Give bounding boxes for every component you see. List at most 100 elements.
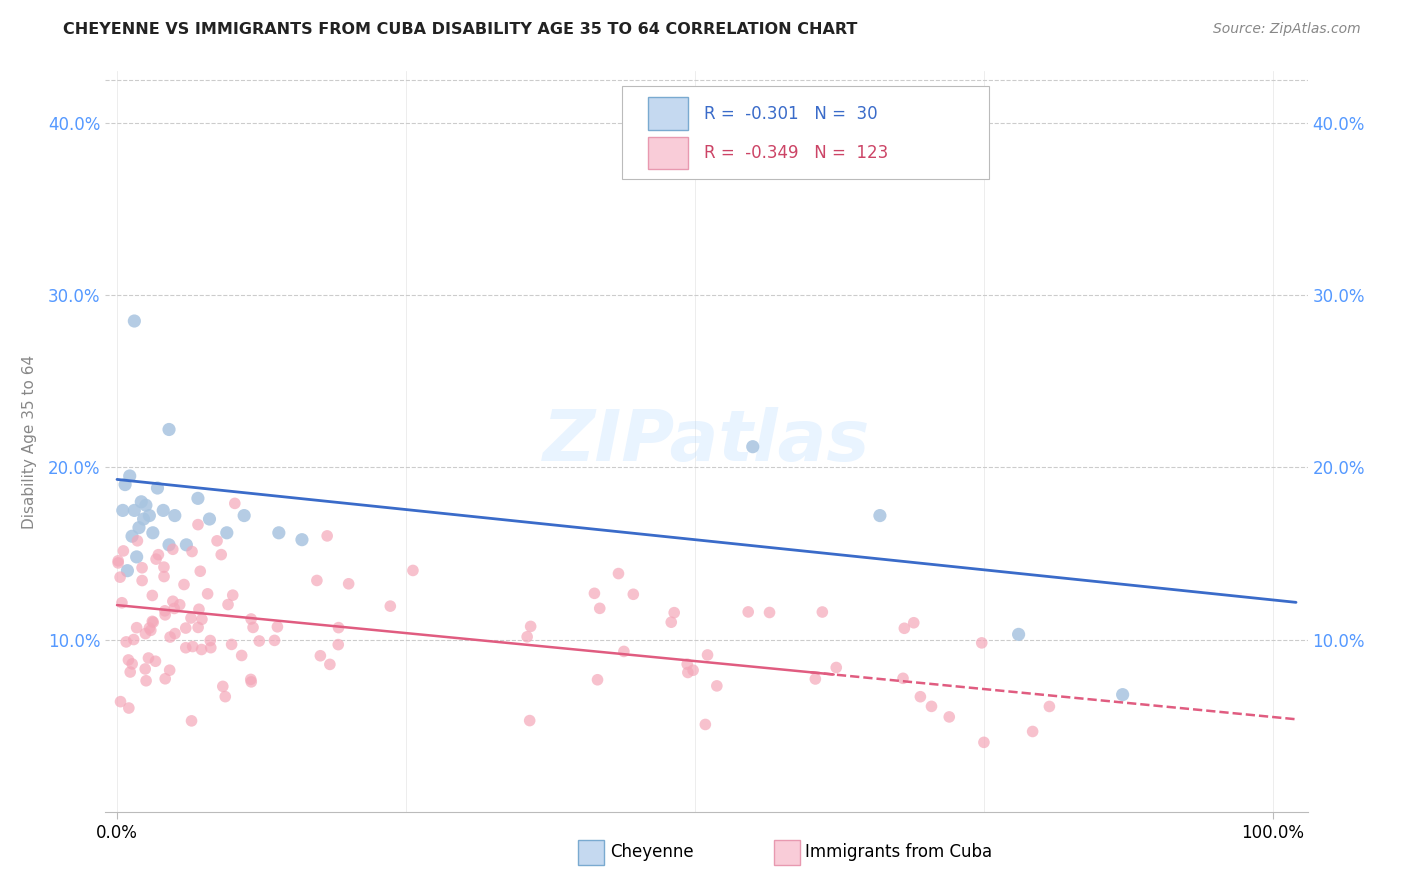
Point xyxy=(148,548,170,562)
Point xyxy=(893,621,915,635)
Point xyxy=(131,561,153,575)
Point xyxy=(741,440,763,454)
Point xyxy=(173,577,195,591)
Point xyxy=(811,605,834,619)
Text: Source: ZipAtlas.com: Source: ZipAtlas.com xyxy=(1213,22,1361,37)
Point xyxy=(737,605,759,619)
FancyBboxPatch shape xyxy=(773,840,800,865)
Point xyxy=(110,695,132,709)
Point xyxy=(1038,699,1060,714)
Point xyxy=(337,576,360,591)
Point xyxy=(125,621,148,635)
Point xyxy=(163,508,186,523)
Point xyxy=(141,615,163,629)
Point xyxy=(291,533,314,547)
Point xyxy=(153,607,176,622)
Point xyxy=(239,673,262,687)
Point xyxy=(111,596,134,610)
Point xyxy=(659,615,682,630)
Point xyxy=(903,615,925,630)
Point xyxy=(135,673,157,688)
Point xyxy=(758,606,780,620)
Point xyxy=(205,533,228,548)
Point xyxy=(174,640,197,655)
Point xyxy=(380,599,402,614)
Point xyxy=(181,544,204,558)
FancyBboxPatch shape xyxy=(623,87,988,178)
Point xyxy=(131,574,153,588)
Point xyxy=(676,665,699,680)
Point xyxy=(141,589,163,603)
Point xyxy=(266,620,288,634)
Point xyxy=(233,508,256,523)
Point xyxy=(519,619,541,633)
Point xyxy=(162,542,184,557)
FancyBboxPatch shape xyxy=(648,136,689,169)
Point xyxy=(188,564,211,578)
Point xyxy=(163,601,186,615)
Point xyxy=(516,630,538,644)
Point xyxy=(190,642,212,657)
Point xyxy=(211,679,233,693)
Point xyxy=(970,636,993,650)
Point xyxy=(589,601,612,615)
Point xyxy=(215,525,238,540)
Point xyxy=(129,495,152,509)
Text: Immigrants from Cuba: Immigrants from Cuba xyxy=(806,844,993,862)
Point xyxy=(122,632,145,647)
Point xyxy=(145,654,167,668)
Point xyxy=(145,552,167,566)
Point xyxy=(124,314,146,328)
Point xyxy=(910,690,932,704)
Point xyxy=(319,657,342,672)
Point xyxy=(128,521,150,535)
Point xyxy=(263,633,285,648)
Point xyxy=(267,525,290,540)
Point xyxy=(153,672,176,686)
Point xyxy=(111,503,134,517)
Point xyxy=(231,648,253,663)
Point xyxy=(682,663,704,677)
Point xyxy=(328,638,350,652)
Point xyxy=(152,503,174,517)
Point xyxy=(869,508,891,523)
Point xyxy=(938,710,960,724)
Point xyxy=(1021,724,1043,739)
Point xyxy=(174,621,197,635)
Point xyxy=(153,604,176,618)
Point xyxy=(309,648,332,663)
Point xyxy=(242,620,264,634)
Point xyxy=(198,512,221,526)
Point xyxy=(209,548,232,562)
Point xyxy=(115,635,138,649)
Point xyxy=(607,566,630,581)
Point xyxy=(163,626,186,640)
Point xyxy=(120,665,142,679)
Point xyxy=(583,586,606,600)
Point xyxy=(112,544,135,558)
Text: R =  -0.349   N =  123: R = -0.349 N = 123 xyxy=(704,144,889,161)
Point xyxy=(146,481,169,495)
Point xyxy=(519,714,541,728)
Point xyxy=(107,556,129,570)
Point xyxy=(621,587,644,601)
Point xyxy=(240,674,263,689)
Point xyxy=(1007,627,1029,641)
Point xyxy=(200,633,222,648)
Point xyxy=(221,637,243,651)
Point xyxy=(217,598,239,612)
Point xyxy=(125,549,148,564)
Point xyxy=(121,657,143,671)
Point xyxy=(240,612,263,626)
Point xyxy=(187,517,209,532)
Point xyxy=(328,621,350,635)
Point xyxy=(138,508,160,523)
Point xyxy=(316,529,339,543)
Point xyxy=(157,422,180,436)
Point xyxy=(159,630,181,644)
Point xyxy=(134,626,156,640)
Point xyxy=(176,538,198,552)
Point xyxy=(247,634,270,648)
Point xyxy=(804,672,827,686)
Point xyxy=(142,525,165,540)
